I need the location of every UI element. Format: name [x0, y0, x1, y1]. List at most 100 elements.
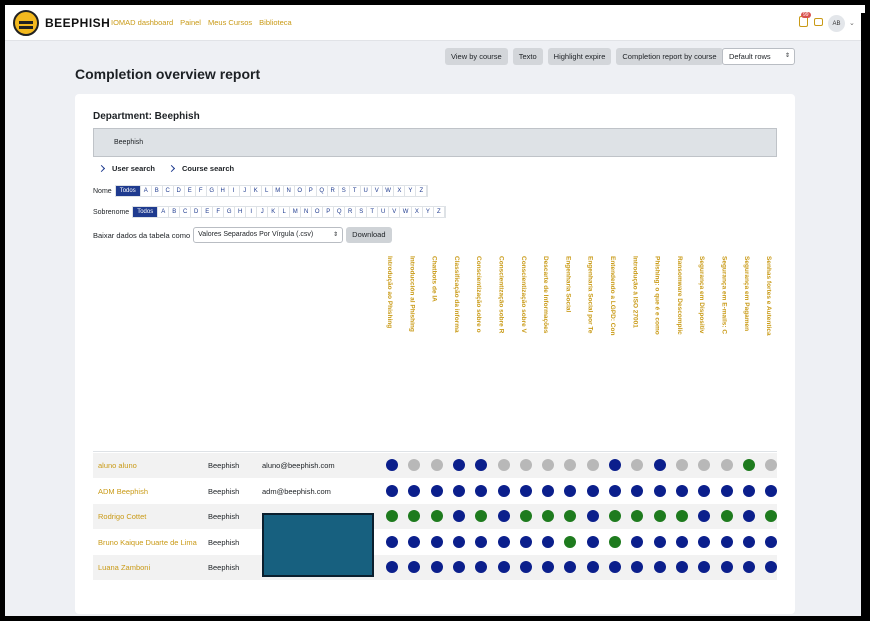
completion-status-dot[interactable]: [586, 561, 599, 573]
first-name-letter-j[interactable]: J: [240, 186, 251, 196]
first-name-letter-l[interactable]: L: [262, 186, 273, 196]
last-name-letter-y[interactable]: Y: [423, 207, 434, 217]
completion-status-dot[interactable]: [408, 561, 421, 573]
first-name-letter-r[interactable]: R: [328, 186, 339, 196]
last-name-letter-w[interactable]: W: [400, 207, 412, 217]
first-name-letter-t[interactable]: T: [350, 186, 361, 196]
course-header-16[interactable]: Segurança em E-mails: C: [721, 256, 731, 346]
texto-button[interactable]: Texto: [512, 48, 543, 65]
first-name-letter-z[interactable]: Z: [416, 186, 428, 196]
course-header-17[interactable]: Segurança em Pagamen: [743, 256, 753, 346]
course-header-3[interactable]: Chatbots de IA: [431, 256, 441, 346]
completion-status-dot[interactable]: [742, 484, 755, 497]
completion-report-by-course-button[interactable]: Completion report by course: [616, 48, 723, 65]
first-name-letter-b[interactable]: B: [152, 186, 163, 196]
download-format-select[interactable]: Valores Separados Por Vírgula (.csv) ⇕: [193, 227, 344, 243]
nav-link-painel[interactable]: Painel: [180, 18, 201, 27]
completion-status-dot[interactable]: [675, 561, 688, 573]
completion-status-dot[interactable]: [519, 484, 532, 497]
completion-status-dot[interactable]: [586, 535, 599, 548]
completion-status-dot[interactable]: [631, 535, 644, 548]
first-name-letter-i[interactable]: I: [229, 186, 240, 196]
completion-status-dot[interactable]: [542, 561, 555, 573]
completion-status-dot[interactable]: [408, 459, 421, 471]
completion-status-dot[interactable]: [408, 484, 421, 497]
completion-status-dot[interactable]: [653, 484, 666, 497]
completion-status-dot[interactable]: [720, 535, 733, 548]
completion-status-dot[interactable]: [675, 510, 688, 522]
completion-status-dot[interactable]: [720, 459, 733, 471]
completion-status-dot[interactable]: [765, 510, 778, 522]
user-name-link[interactable]: ADM Beephish: [98, 486, 149, 496]
course-header-12[interactable]: Introdução à ISO 27001: [631, 256, 641, 346]
completion-status-dot[interactable]: [475, 510, 488, 522]
completion-status-dot[interactable]: [519, 510, 532, 522]
course-header-1[interactable]: Introdução ao Phishing: [386, 256, 396, 346]
last-name-letter-r[interactable]: R: [345, 207, 357, 217]
completion-status-dot[interactable]: [720, 510, 733, 522]
course-header-18[interactable]: Senhas fortes e Autentica: [765, 256, 775, 346]
first-name-letter-d[interactable]: D: [174, 186, 185, 196]
last-name-letter-s[interactable]: S: [356, 207, 368, 217]
last-name-letter-x[interactable]: X: [412, 207, 423, 217]
completion-status-dot[interactable]: [631, 459, 644, 471]
completion-status-dot[interactable]: [452, 561, 465, 573]
user-name-link[interactable]: Bruno Kaique Duarte de Lima: [98, 537, 197, 547]
first-name-letter-w[interactable]: W: [383, 186, 395, 196]
completion-status-dot[interactable]: [631, 510, 644, 522]
completion-status-dot[interactable]: [430, 535, 443, 548]
completion-status-dot[interactable]: [408, 510, 421, 522]
completion-status-dot[interactable]: [720, 484, 733, 497]
nav-link-meus-cursos[interactable]: Meus Cursos: [207, 18, 253, 27]
completion-status-dot[interactable]: [675, 535, 688, 548]
last-name-letter-u[interactable]: U: [378, 207, 390, 217]
completion-status-dot[interactable]: [475, 459, 488, 471]
completion-status-dot[interactable]: [765, 459, 778, 471]
user-name-link[interactable]: Rodrigo Cottet: [98, 512, 147, 521]
completion-status-dot[interactable]: [653, 535, 666, 548]
first-name-letter-k[interactable]: K: [251, 186, 262, 196]
completion-status-dot[interactable]: [542, 535, 555, 548]
brand-logo[interactable]: BEEPHISH: [13, 10, 110, 36]
nav-link-biblioteca[interactable]: Biblioteca: [259, 18, 292, 27]
user-avatar[interactable]: AB: [828, 15, 845, 32]
last-name-letter-q[interactable]: Q: [334, 207, 346, 217]
course-header-6[interactable]: Conscientização sobre R: [498, 256, 508, 346]
completion-status-dot[interactable]: [564, 561, 577, 573]
completion-status-dot[interactable]: [653, 459, 666, 471]
completion-status-dot[interactable]: [631, 561, 644, 573]
first-name-letter-p[interactable]: P: [306, 186, 317, 196]
department-selector[interactable]: Beephish: [93, 128, 777, 157]
user-search-toggle[interactable]: User search: [97, 164, 155, 173]
first-name-all-button[interactable]: Todos: [115, 186, 141, 196]
completion-status-dot[interactable]: [653, 510, 666, 522]
last-name-letter-f[interactable]: F: [213, 207, 225, 217]
last-name-letter-p[interactable]: P: [323, 207, 335, 217]
completion-status-dot[interactable]: [609, 510, 621, 522]
last-name-letter-v[interactable]: V: [389, 207, 401, 217]
completion-status-dot[interactable]: [631, 484, 644, 497]
last-name-letter-l[interactable]: L: [279, 207, 291, 217]
last-name-letter-n[interactable]: N: [301, 207, 313, 217]
last-name-letter-b[interactable]: B: [169, 207, 181, 217]
completion-status-dot[interactable]: [720, 561, 733, 573]
completion-status-dot[interactable]: [386, 510, 398, 522]
last-name-letter-g[interactable]: G: [224, 207, 236, 217]
course-header-5[interactable]: Conscientização sobre o: [475, 256, 485, 346]
last-name-letter-d[interactable]: D: [191, 207, 203, 217]
course-header-15[interactable]: Segurança em Dispositiv: [698, 256, 708, 346]
completion-status-dot[interactable]: [430, 561, 443, 573]
first-name-letter-v[interactable]: V: [372, 186, 383, 196]
completion-status-dot[interactable]: [609, 459, 621, 471]
chevron-down-icon[interactable]: ⌄: [849, 20, 855, 27]
completion-status-dot[interactable]: [609, 561, 621, 573]
completion-status-dot[interactable]: [698, 484, 711, 497]
completion-status-dot[interactable]: [452, 510, 465, 522]
user-name-link[interactable]: aluno aluno: [98, 461, 137, 470]
completion-status-dot[interactable]: [430, 484, 443, 497]
first-name-letter-h[interactable]: H: [218, 186, 229, 196]
completion-status-dot[interactable]: [386, 459, 398, 471]
course-header-11[interactable]: Entendendo a LGPD: Con: [609, 256, 619, 346]
completion-status-dot[interactable]: [497, 484, 510, 497]
last-name-all-button[interactable]: Todos: [133, 207, 159, 217]
